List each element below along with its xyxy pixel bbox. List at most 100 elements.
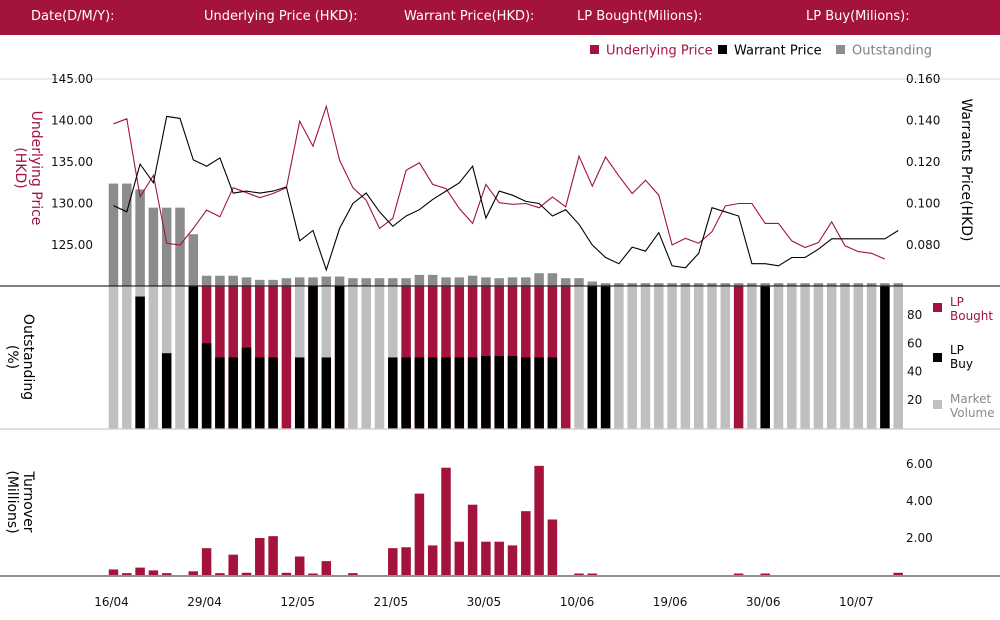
turnover-bar [135, 567, 145, 575]
turnover-bar [534, 465, 544, 575]
x-tick-label: 30/06 [746, 595, 781, 609]
percent-bar [348, 286, 358, 429]
percent-bar [720, 286, 731, 429]
legend-swatch [933, 400, 942, 409]
turnover-bar [348, 573, 358, 575]
outstanding-bar [334, 276, 345, 286]
turnover-bar [587, 573, 598, 575]
percent-bar [893, 286, 903, 429]
turnover-bar [161, 573, 172, 575]
lp-buy-bar [321, 357, 332, 429]
x-tick-label: 30/05 [467, 595, 502, 609]
outstanding-bar [481, 277, 491, 286]
outstanding-bar [733, 283, 744, 286]
lp-buy-bar [547, 357, 558, 429]
turnover-bar [108, 569, 119, 575]
x-tick-label: 19/06 [653, 595, 688, 609]
turnover-bar [308, 573, 318, 575]
percent-bar [574, 286, 584, 429]
left-tick-label: 140.00 [51, 114, 93, 128]
turnover-tick-label: 2.00 [906, 531, 933, 545]
turnover-bar [441, 467, 451, 575]
lp-buy-bar [414, 357, 425, 429]
lp-buy-bar [494, 356, 504, 429]
percent-tick-label: 20 [907, 393, 922, 407]
turnover-bar [547, 519, 558, 575]
legend-swatch [836, 45, 845, 54]
lp-buy-bar [467, 357, 478, 429]
right-axis-title: Warrants Price(HKD) [958, 98, 974, 241]
legend-label: LP [950, 295, 964, 309]
percent-bar [866, 286, 877, 429]
right-tick-label: 0.160 [906, 72, 940, 86]
turnover-bar [733, 573, 744, 575]
warrant-price-label: Warrant Price(HKD): [404, 9, 535, 24]
outstanding-bar [853, 283, 864, 286]
turnover-bar [414, 493, 425, 575]
outstanding-bar [467, 275, 478, 286]
turnover-bar [494, 541, 504, 575]
outstanding-bar [108, 183, 119, 286]
legend-swatch [933, 353, 942, 362]
underlying-price-label: Underlying Price (HKD): [204, 9, 358, 24]
lp-buy-bar [241, 347, 252, 429]
outstanding-bar [720, 283, 731, 286]
percent-bar [773, 286, 784, 429]
outstanding-bar [813, 283, 824, 286]
lp-buy-bar [401, 357, 411, 429]
legend-label: Buy [950, 357, 973, 371]
x-tick-label: 16/04 [94, 595, 129, 609]
turnover-bar [201, 548, 212, 575]
turnover-bar [401, 547, 411, 575]
legend-swatch [718, 45, 727, 54]
percent-bar [813, 286, 824, 429]
lp-buy-bar [268, 357, 278, 429]
turnover-bar [188, 571, 199, 575]
outstanding-bar [215, 275, 225, 286]
turnover-bar [321, 561, 332, 575]
legend-swatch [590, 45, 599, 54]
turnover-bar [427, 545, 438, 575]
outstanding-bar [308, 277, 318, 286]
percent-bar [654, 286, 664, 429]
outstanding-bar [374, 278, 385, 286]
outstanding-bar [268, 279, 278, 286]
outstanding-bar [627, 283, 637, 286]
lp-buy-bar [294, 357, 305, 429]
turnover-bar [241, 572, 252, 575]
outstanding-bar [228, 275, 238, 286]
outstanding-bar [255, 279, 265, 286]
x-tick-label: 29/04 [187, 595, 222, 609]
outstanding-bar [707, 283, 717, 286]
turnover-bar [148, 570, 159, 575]
turnover-bar [481, 541, 491, 575]
turnover-bar [760, 573, 770, 575]
percent-tick-label: 40 [907, 365, 922, 379]
outstanding-bar [348, 278, 358, 286]
left-tick-label: 130.00 [51, 197, 93, 211]
left-tick-label: 135.00 [51, 155, 93, 169]
percent-bar [122, 286, 132, 429]
percent-tick-label: 60 [907, 336, 922, 350]
percent-bar [707, 286, 717, 429]
outstanding-bar [441, 277, 451, 286]
outstanding-bar [614, 283, 624, 286]
percent-tick-label: 80 [907, 308, 922, 322]
lp-buy-bar [388, 357, 398, 429]
outstanding-bar [494, 278, 504, 286]
outstanding-bar [135, 189, 145, 286]
outstanding-bar [680, 283, 691, 286]
header-bar: Date(D/M/Y): Underlying Price (HKD): War… [0, 0, 1000, 35]
outstanding-bar [241, 277, 252, 286]
lp-buy-bar [188, 286, 199, 429]
legend-label: Market [950, 392, 992, 406]
percent-bar [787, 286, 797, 429]
outstanding-bar [201, 275, 212, 286]
percent-bar [281, 286, 292, 429]
legend-label: Bought [950, 309, 993, 323]
x-tick-label: 21/05 [374, 595, 409, 609]
lp-buy-bar [507, 356, 518, 429]
outstanding-bar [361, 278, 371, 286]
outstanding-bar [321, 276, 332, 286]
